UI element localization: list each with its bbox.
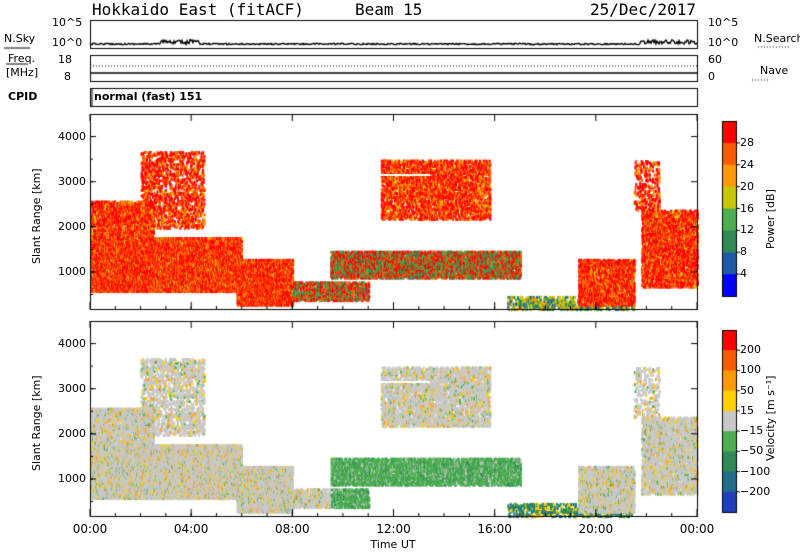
date-title: 25/Dec/2017 [590,0,696,19]
colorbar-tick-1-7: −200 [740,484,771,498]
x-axis-label: Time UT [370,538,416,551]
nave-tick-top: 60 [708,53,722,66]
colorbar-tick-0-3: 16 [740,201,754,215]
nave-label: Nave [760,64,789,77]
nave-tick-bottom: 0 [708,70,715,83]
station-title: Hokkaido East (fitACF) [92,0,304,19]
sky-right-tick-top: 10^5 [708,16,739,29]
colorbar-tick-0-2: 12 [740,223,754,237]
y-tick-label-0-2: 3000 [58,174,86,188]
cpid-text: normal (fast) 151 [94,90,203,103]
sky-right-tick-bottom: 10^0 [708,36,739,49]
colorbar-tick-1-4: −15 [740,424,764,438]
y-tick-label-1-2: 3000 [58,381,86,395]
colorbar-tick-1-1: 100 [740,363,761,377]
freq-unit-label: [MHz] [6,66,39,79]
x-tick-label-2: 08:00 [275,522,310,536]
freq-tick-bottom: 8 [64,70,71,83]
colorbar-tick-1-2: 50 [740,383,754,397]
freq-label: Freq. [8,52,36,65]
colorbar-tick-1-6: −100 [740,464,771,478]
y-tick-label-0-0: 1000 [58,264,86,278]
y-tick-label-1-3: 4000 [58,336,86,350]
x-tick-label-4: 16:00 [477,522,512,536]
x-tick-label-1: 04:00 [173,522,209,536]
x-tick-label-5: 20:00 [578,522,614,536]
y-tick-label-0-1: 2000 [58,219,86,233]
freq-tick-top: 18 [58,53,72,66]
colorbar-tick-0-6: 28 [740,135,754,149]
beam-title: Beam 15 [355,0,423,19]
cpid-label: CPID [8,90,38,103]
colorbar-tick-1-3: 15 [740,403,754,417]
y-tick-label-1-0: 1000 [58,471,86,485]
colorbar-tick-1-0: 200 [740,343,761,357]
x-tick-label-0: 00:00 [72,522,108,536]
y-tick-label-0-3: 4000 [58,129,86,143]
y-axis-label-0: Slant Range [km] [30,167,43,264]
nsky-label: N.Sky [4,32,36,45]
colorbar-tick-0-4: 20 [740,179,754,193]
nsearch-label: N.Search [754,32,800,45]
colorbar-label-1: Velocity [m s⁻¹] [764,375,777,461]
y-axis-label-1: Slant Range [km] [30,374,43,471]
x-tick-label-3: 12:00 [376,522,411,536]
colorbar-tick-0-5: 24 [740,157,754,171]
sky-tick-top: 10^5 [52,16,83,29]
colorbar-tick-1-5: −50 [740,444,764,458]
colorbar-label-0: Power [dB] [764,188,777,249]
colorbar-tick-0-1: 8 [740,245,747,259]
y-tick-label-1-1: 2000 [58,426,86,440]
colorbar-tick-0-0: 4 [740,267,747,281]
x-tick-label-6: 00:00 [679,522,715,536]
sky-tick-bottom: 10^0 [52,36,83,49]
